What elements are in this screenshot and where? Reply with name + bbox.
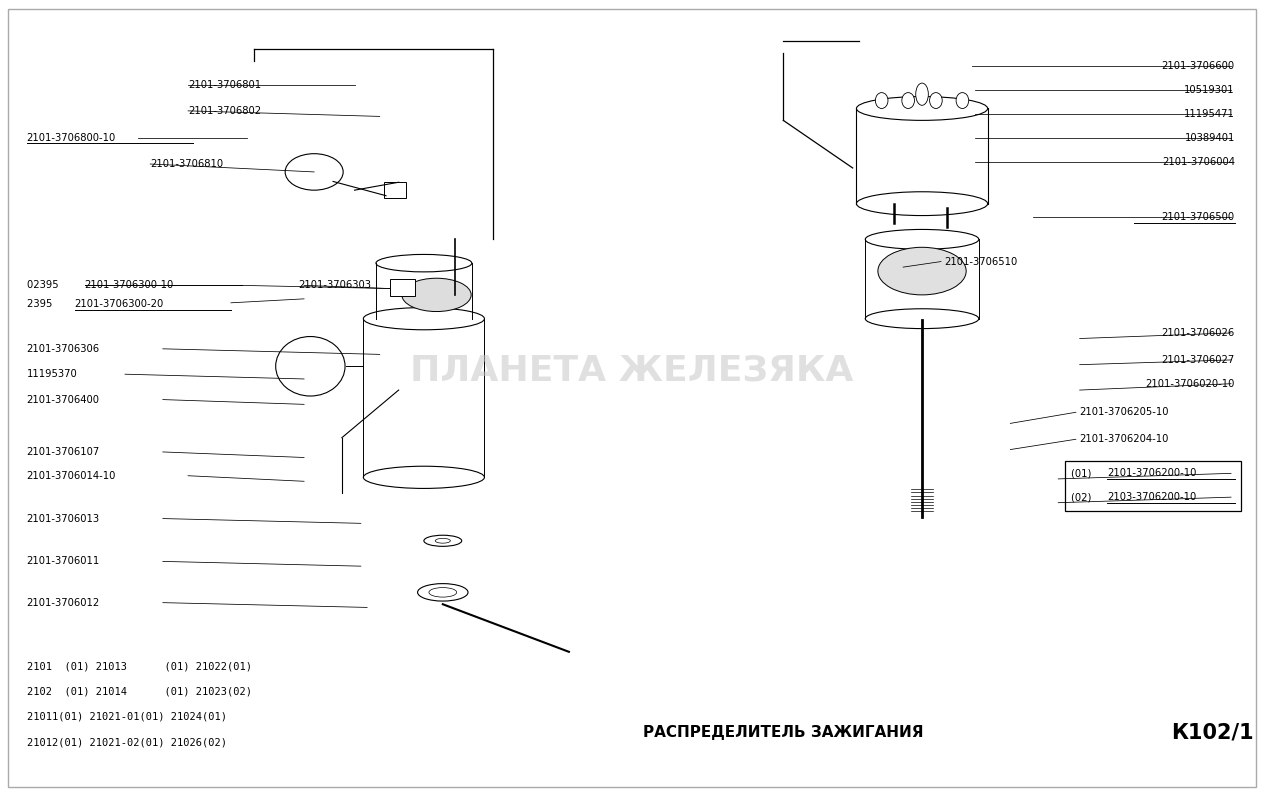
Text: 2101-3706020-10: 2101-3706020-10 (1146, 379, 1234, 388)
Text: 21012(01) 21021-02(01) 21026(02): 21012(01) 21021-02(01) 21026(02) (27, 737, 227, 747)
Text: 2103-3706200-10: 2103-3706200-10 (1108, 492, 1196, 502)
Ellipse shape (424, 535, 462, 546)
Text: 2101-3706510: 2101-3706510 (944, 256, 1018, 267)
Text: (01): (01) (1071, 468, 1098, 478)
Ellipse shape (915, 83, 928, 105)
FancyBboxPatch shape (8, 10, 1256, 786)
Ellipse shape (276, 337, 346, 396)
Ellipse shape (871, 231, 972, 248)
Text: 10519301: 10519301 (1184, 85, 1234, 96)
Text: К102/1: К102/1 (1171, 723, 1253, 743)
Text: 2101-3706012: 2101-3706012 (27, 598, 100, 607)
Text: 21011(01) 21021-01(01) 21024(01): 21011(01) 21021-01(01) 21024(01) (27, 712, 227, 722)
Ellipse shape (929, 92, 942, 108)
Text: 2102  (01) 21014      (01) 21023(02): 2102 (01) 21014 (01) 21023(02) (27, 686, 252, 696)
Text: 2395: 2395 (27, 299, 58, 310)
Ellipse shape (418, 583, 468, 601)
Text: 2101-3706600: 2101-3706600 (1162, 61, 1234, 72)
Text: 2101-3706303: 2101-3706303 (298, 280, 371, 291)
Ellipse shape (956, 92, 968, 108)
Text: 2101-3706200-10: 2101-3706200-10 (1108, 468, 1196, 478)
Ellipse shape (865, 229, 979, 249)
Text: 2101-3706801: 2101-3706801 (189, 80, 261, 90)
Text: 2101-3706027: 2101-3706027 (1161, 355, 1234, 365)
Text: 2101-3706205-10: 2101-3706205-10 (1080, 408, 1170, 417)
Text: 2101-3706300-20: 2101-3706300-20 (75, 299, 163, 310)
Text: 2101-3706011: 2101-3706011 (27, 556, 100, 567)
Text: 2101-3706204-10: 2101-3706204-10 (1080, 435, 1169, 444)
Text: 10389401: 10389401 (1185, 133, 1234, 142)
Bar (384, 182, 406, 198)
Ellipse shape (875, 92, 887, 108)
Text: 2101-3706013: 2101-3706013 (27, 513, 100, 524)
Text: 2101-3706400: 2101-3706400 (27, 395, 100, 404)
Ellipse shape (857, 96, 987, 120)
Ellipse shape (901, 92, 914, 108)
Text: 2101-3706004: 2101-3706004 (1162, 157, 1234, 166)
Text: 2101-3706800-10: 2101-3706800-10 (27, 133, 116, 142)
Text: 2101  (01) 21013      (01) 21022(01): 2101 (01) 21013 (01) 21022(01) (27, 661, 252, 671)
Text: 11195471: 11195471 (1184, 109, 1234, 119)
Text: 2101-3706014-10: 2101-3706014-10 (27, 470, 116, 481)
Text: 2101-3706306: 2101-3706306 (27, 344, 100, 353)
Text: 02395: 02395 (27, 280, 65, 291)
Ellipse shape (877, 248, 966, 295)
Text: 2101-3706802: 2101-3706802 (189, 106, 261, 116)
Text: РАСПРЕДЕЛИТЕЛЬ ЗАЖИГАНИЯ: РАСПРЕДЕЛИТЕЛЬ ЗАЖИГАНИЯ (643, 725, 924, 740)
Ellipse shape (865, 309, 979, 329)
Ellipse shape (363, 466, 485, 489)
Ellipse shape (429, 587, 457, 597)
Bar (390, 279, 415, 296)
Text: 2101-3706300-10: 2101-3706300-10 (85, 280, 173, 291)
Ellipse shape (363, 307, 485, 330)
Ellipse shape (436, 538, 451, 543)
Ellipse shape (857, 192, 987, 216)
Text: 2101-3706026: 2101-3706026 (1161, 328, 1234, 338)
Text: ПЛАНЕТА ЖЕЛЕЗЯКА: ПЛАНЕТА ЖЕЛЕЗЯКА (410, 353, 853, 387)
Ellipse shape (376, 255, 472, 272)
Text: 2101-3706107: 2101-3706107 (27, 447, 100, 457)
Text: 2101-3706500: 2101-3706500 (1162, 213, 1234, 222)
Bar (1065, 462, 1241, 511)
Text: (02): (02) (1071, 492, 1098, 502)
Text: 2101-3706810: 2101-3706810 (151, 159, 223, 169)
Ellipse shape (401, 279, 471, 311)
Text: 11195370: 11195370 (27, 369, 77, 379)
